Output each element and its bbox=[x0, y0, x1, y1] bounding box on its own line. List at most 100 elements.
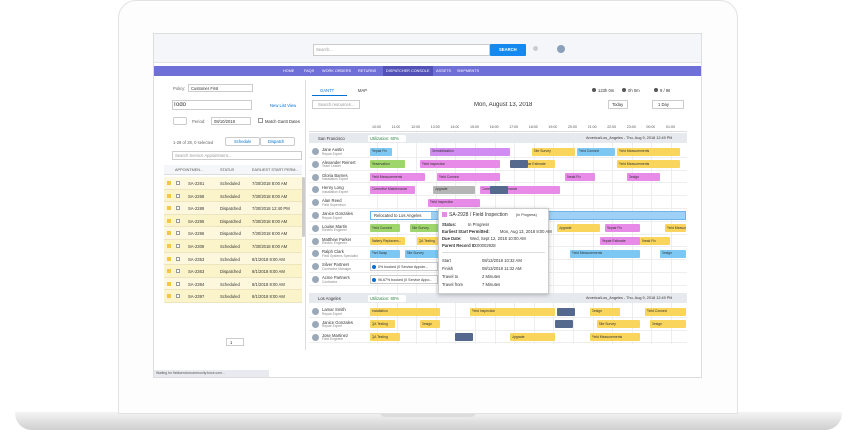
table-row[interactable] bbox=[164, 252, 302, 266]
gantt-date: Mon, August 13, 2018 bbox=[474, 102, 533, 108]
appointment-bar[interactable] bbox=[605, 224, 640, 233]
appointment-label: Field Connect bbox=[371, 225, 393, 230]
match-checkbox[interactable] bbox=[258, 118, 263, 123]
appointment-bar[interactable] bbox=[590, 333, 640, 342]
appointment-bar[interactable] bbox=[370, 320, 395, 329]
appointment-bar[interactable] bbox=[557, 224, 600, 233]
appointment-bar[interactable] bbox=[437, 173, 500, 182]
policy-select[interactable] bbox=[188, 84, 253, 92]
appointment-bar[interactable] bbox=[370, 160, 405, 169]
resource-row bbox=[309, 158, 687, 171]
appointment-bar[interactable] bbox=[532, 147, 575, 156]
appointment-bar[interactable] bbox=[665, 224, 686, 233]
appointment-bar[interactable] bbox=[660, 249, 686, 258]
appointment-bar[interactable] bbox=[370, 147, 392, 156]
table-row[interactable] bbox=[164, 227, 302, 240]
appointment-bar[interactable] bbox=[480, 185, 560, 194]
scrollbar bbox=[302, 177, 305, 237]
appointment-bar[interactable] bbox=[617, 147, 680, 156]
appointment-bar[interactable] bbox=[640, 237, 670, 246]
appointment-bar[interactable] bbox=[617, 160, 680, 169]
appointment-label: Field Measurem... bbox=[666, 225, 686, 230]
search-button[interactable] bbox=[490, 44, 526, 56]
appointment-bar[interactable] bbox=[590, 307, 620, 316]
appointment-bar[interactable] bbox=[510, 333, 555, 342]
today-btn[interactable] bbox=[608, 100, 628, 109]
appointment-bar[interactable] bbox=[520, 160, 555, 169]
dispatch-btn[interactable] bbox=[260, 137, 295, 146]
appointment-bar[interactable] bbox=[420, 320, 440, 329]
appointment-bar[interactable] bbox=[627, 173, 660, 182]
appointment-search[interactable] bbox=[172, 151, 302, 160]
dispatch-label: Dispatch bbox=[268, 139, 285, 144]
nav-item[interactable]: ASSETS bbox=[436, 69, 451, 73]
nav-item[interactable]: WORK ORDERS bbox=[322, 69, 352, 73]
page-select[interactable] bbox=[226, 338, 244, 346]
nav-item[interactable]: HOME bbox=[283, 69, 295, 73]
appointment-label: Repair Fix bbox=[371, 149, 387, 153]
appointment-bar[interactable] bbox=[430, 147, 510, 156]
table-row[interactable] bbox=[164, 240, 302, 253]
table-row[interactable] bbox=[164, 265, 302, 278]
appointment-label: Repair Estimate bbox=[521, 161, 546, 166]
appointment-bar[interactable] bbox=[405, 249, 440, 258]
appointment-bar[interactable] bbox=[370, 237, 405, 246]
table-row[interactable] bbox=[164, 189, 302, 203]
appointment-bar[interactable] bbox=[433, 185, 475, 194]
appointment-bar[interactable] bbox=[597, 320, 640, 329]
appointment-bar[interactable] bbox=[420, 160, 500, 169]
resource-role: Contractor Manager bbox=[322, 266, 352, 271]
table-cell: 7/30/2018 8:00 AM bbox=[252, 218, 288, 224]
table-cell: SA-2308 bbox=[188, 244, 205, 249]
table-cell: Dispatched bbox=[220, 218, 241, 224]
territory-bar bbox=[309, 293, 687, 303]
appointment-bar[interactable] bbox=[370, 333, 400, 342]
table-row[interactable] bbox=[164, 277, 302, 291]
time-label: 10:00 bbox=[372, 125, 381, 129]
appointment-bar[interactable] bbox=[470, 307, 555, 316]
nav-item[interactable]: RETURNS bbox=[358, 69, 377, 73]
appointment-bar[interactable] bbox=[645, 307, 686, 316]
table-row[interactable] bbox=[164, 290, 302, 303]
table-row[interactable] bbox=[164, 214, 302, 228]
tab[interactable]: GANTT bbox=[320, 88, 335, 93]
table-cell: 7/30/2018 8:00 AM bbox=[252, 181, 288, 186]
nav-item[interactable]: FAQS bbox=[304, 69, 315, 73]
appointment-bar[interactable] bbox=[577, 147, 615, 156]
row-flag bbox=[167, 193, 171, 198]
new-list-view[interactable]: New List View bbox=[270, 103, 297, 108]
resource-role: Repair Expert bbox=[322, 324, 343, 329]
appointment-bar[interactable] bbox=[565, 173, 595, 182]
appointment-bar[interactable] bbox=[417, 237, 440, 246]
table-cell: SA-2268 bbox=[188, 193, 205, 199]
popup-time-label: Travel from bbox=[442, 282, 464, 287]
schedule-btn[interactable] bbox=[225, 137, 260, 146]
search-input[interactable] bbox=[313, 44, 490, 56]
appointment-bar[interactable] bbox=[600, 237, 640, 246]
period-label: Period: bbox=[192, 119, 206, 124]
appointment-bar[interactable] bbox=[370, 307, 440, 316]
nav-item[interactable]: SHIPMENTS bbox=[457, 69, 480, 73]
list-select[interactable] bbox=[172, 100, 252, 110]
appointment-bar[interactable] bbox=[370, 173, 425, 182]
popup bbox=[438, 208, 549, 294]
range-btn[interactable] bbox=[652, 100, 684, 109]
policy-label: Policy: bbox=[173, 86, 186, 91]
resource-search[interactable] bbox=[312, 100, 360, 109]
tab[interactable]: MAP bbox=[358, 88, 368, 93]
appointment-bar[interactable] bbox=[650, 320, 686, 329]
table-row[interactable] bbox=[164, 202, 302, 215]
popup-field-value: Wed, Sept 12, 2018 10:00 AM bbox=[470, 236, 526, 241]
table-row[interactable] bbox=[164, 177, 302, 190]
appointment-bar[interactable] bbox=[370, 185, 415, 194]
appointment-bar[interactable] bbox=[410, 224, 440, 233]
nav-item[interactable]: DISPATCHER CONSOLE bbox=[386, 69, 430, 73]
row-checkbox bbox=[176, 231, 180, 236]
appointment-bar[interactable] bbox=[428, 198, 480, 207]
appointment-bar[interactable] bbox=[370, 249, 400, 258]
filter-btn[interactable] bbox=[173, 117, 187, 125]
appointment-bar[interactable] bbox=[370, 224, 400, 233]
resource-name: Acme Partners bbox=[322, 275, 350, 280]
appointment-label: Upgrade bbox=[511, 334, 525, 339]
appointment-bar[interactable] bbox=[570, 249, 640, 258]
